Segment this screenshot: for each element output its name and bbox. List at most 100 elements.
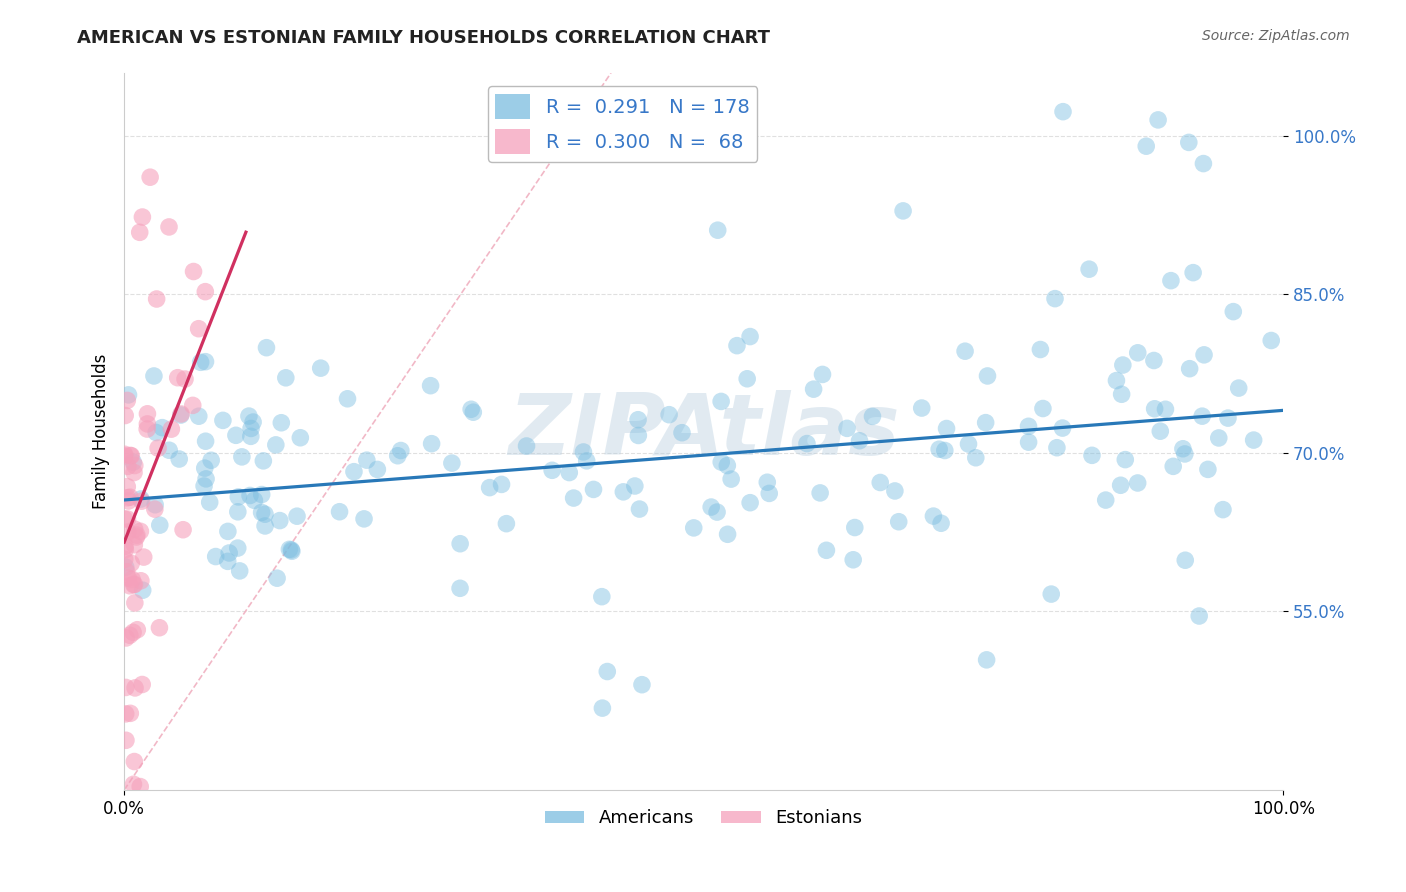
- Point: [117, 480, 139, 494]
- Point: [117, 571, 139, 585]
- Point: [225, 428, 247, 442]
- Point: [387, 449, 409, 463]
- Point: [706, 505, 728, 519]
- Point: [212, 413, 235, 427]
- Point: [112, 512, 135, 526]
- Point: [682, 521, 704, 535]
- Point: [124, 458, 146, 473]
- Point: [118, 579, 141, 593]
- Point: [226, 505, 249, 519]
- Point: [1143, 353, 1166, 368]
- Point: [628, 502, 651, 516]
- Point: [114, 449, 136, 463]
- Point: [720, 472, 742, 486]
- Point: [1052, 421, 1074, 435]
- Point: [120, 449, 142, 463]
- Point: [758, 486, 780, 500]
- Point: [121, 573, 143, 587]
- Point: [353, 512, 375, 526]
- Point: [114, 560, 136, 574]
- Point: [463, 405, 485, 419]
- Point: [935, 421, 957, 435]
- Point: [1094, 493, 1116, 508]
- Point: [1052, 104, 1074, 119]
- Point: [366, 462, 388, 476]
- Point: [238, 409, 260, 423]
- Point: [1147, 112, 1170, 127]
- Point: [612, 484, 634, 499]
- Point: [1043, 292, 1066, 306]
- Point: [1018, 419, 1040, 434]
- Point: [115, 733, 138, 747]
- Point: [148, 621, 170, 635]
- Point: [217, 524, 239, 539]
- Point: [217, 554, 239, 568]
- Point: [1216, 411, 1239, 425]
- Point: [131, 494, 153, 508]
- Point: [114, 552, 136, 566]
- Point: [117, 491, 139, 505]
- Point: [124, 755, 146, 769]
- Point: [883, 483, 905, 498]
- Point: [336, 392, 359, 406]
- Point: [725, 338, 748, 352]
- Point: [122, 455, 145, 469]
- Point: [122, 466, 145, 480]
- Point: [1222, 304, 1244, 318]
- Point: [166, 370, 188, 384]
- Point: [143, 498, 166, 512]
- Point: [1208, 431, 1230, 445]
- Point: [495, 516, 517, 531]
- Point: [125, 528, 148, 542]
- Point: [231, 450, 253, 464]
- Point: [290, 431, 312, 445]
- Point: [1111, 387, 1133, 401]
- Point: [796, 436, 818, 450]
- Point: [114, 539, 136, 553]
- Point: [129, 491, 152, 506]
- Point: [491, 477, 513, 491]
- Point: [562, 491, 585, 505]
- Point: [343, 465, 366, 479]
- Point: [1126, 475, 1149, 490]
- Point: [131, 677, 153, 691]
- Point: [194, 285, 217, 299]
- Point: [815, 543, 838, 558]
- Point: [114, 542, 136, 557]
- Point: [143, 502, 166, 516]
- Point: [1149, 424, 1171, 438]
- Point: [1081, 448, 1104, 462]
- Point: [124, 538, 146, 552]
- Text: Source: ZipAtlas.com: Source: ZipAtlas.com: [1202, 29, 1350, 43]
- Point: [167, 452, 190, 467]
- Point: [449, 537, 471, 551]
- Point: [145, 425, 167, 440]
- Point: [114, 447, 136, 461]
- Point: [1135, 139, 1157, 153]
- Point: [157, 219, 180, 234]
- Point: [515, 439, 537, 453]
- Point: [136, 422, 159, 436]
- Point: [658, 408, 681, 422]
- Point: [1029, 343, 1052, 357]
- Point: [929, 516, 952, 531]
- Point: [254, 519, 277, 533]
- Point: [131, 210, 153, 224]
- Point: [187, 409, 209, 424]
- Point: [1154, 402, 1177, 417]
- Point: [117, 512, 139, 526]
- Point: [716, 527, 738, 541]
- Point: [114, 409, 136, 423]
- Point: [194, 354, 217, 368]
- Point: [716, 458, 738, 473]
- Point: [193, 479, 215, 493]
- Point: [266, 571, 288, 585]
- Point: [934, 443, 956, 458]
- Point: [264, 438, 287, 452]
- Point: [572, 445, 595, 459]
- Point: [285, 509, 308, 524]
- Point: [624, 479, 647, 493]
- Point: [239, 488, 262, 502]
- Point: [170, 407, 193, 421]
- Point: [1191, 409, 1213, 424]
